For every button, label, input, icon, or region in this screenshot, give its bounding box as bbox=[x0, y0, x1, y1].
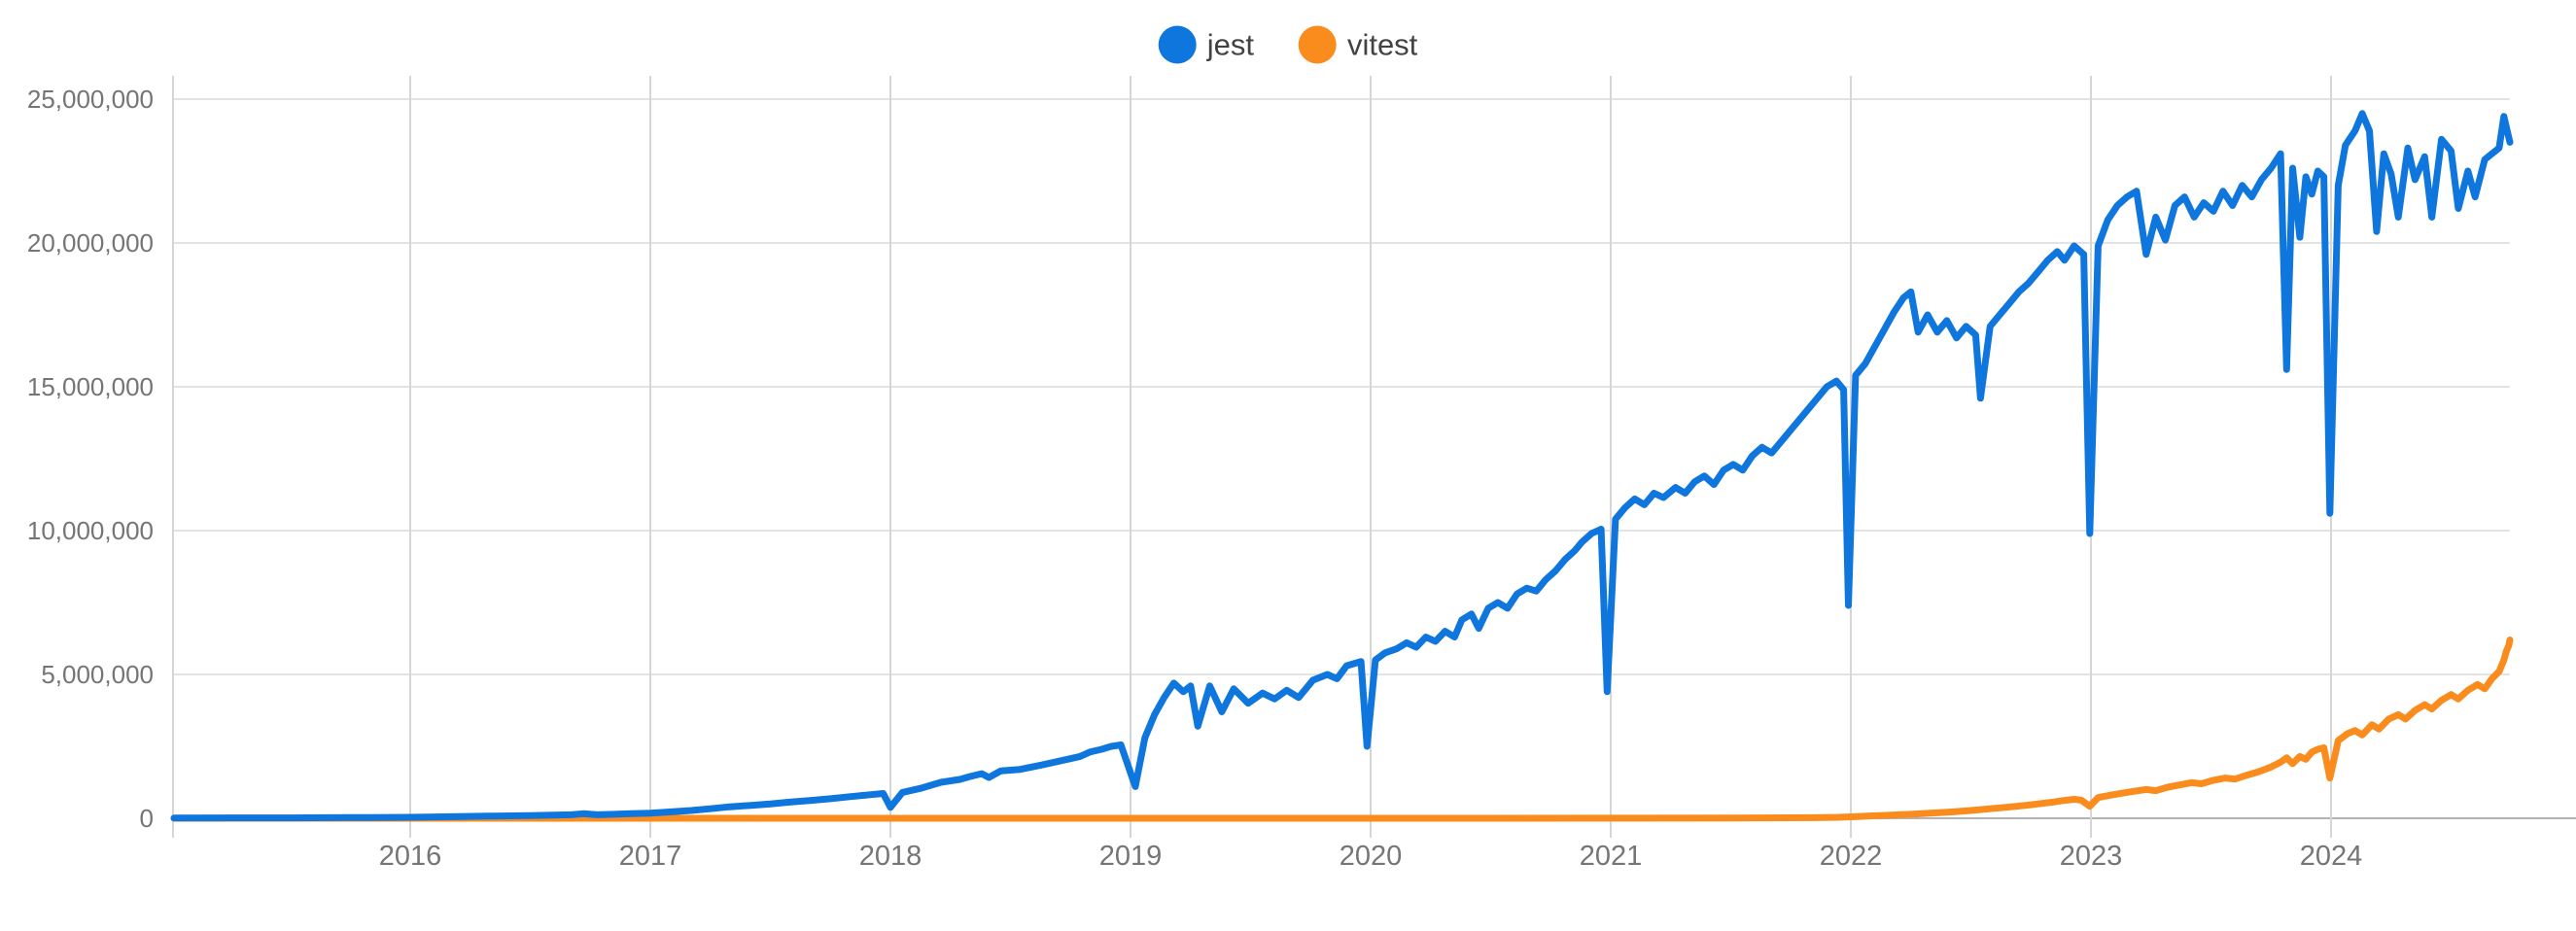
x-tick-label: 2017 bbox=[619, 841, 682, 872]
x-tick-label: 2023 bbox=[2060, 841, 2123, 872]
x-tick-label: 2024 bbox=[2300, 841, 2363, 872]
legend-item-jest[interactable]: jest bbox=[1158, 25, 1254, 64]
jest-line[interactable] bbox=[170, 110, 2514, 822]
x-tick-label: 2020 bbox=[1340, 841, 1403, 872]
jest-series-color-dot bbox=[1158, 25, 1197, 64]
y-tick-label: 5,000,000 bbox=[41, 660, 154, 689]
y-tick-label: 20,000,000 bbox=[27, 228, 154, 258]
y-tick-label: 15,000,000 bbox=[27, 372, 154, 401]
x-tick-label: 2019 bbox=[1099, 841, 1163, 872]
x-tick-label: 2021 bbox=[1580, 841, 1643, 872]
vitest-line[interactable] bbox=[170, 637, 2514, 822]
vitest-series-color-dot bbox=[1298, 25, 1337, 64]
x-tick-label: 2022 bbox=[1820, 841, 1883, 872]
chart-legend: jest vitest bbox=[1158, 25, 1418, 64]
x-tick-label: 2018 bbox=[859, 841, 922, 872]
x-tick-label: 2016 bbox=[379, 841, 442, 872]
legend-item-vitest[interactable]: vitest bbox=[1298, 25, 1418, 64]
legend-label-jest: jest bbox=[1206, 27, 1254, 62]
y-tick-label: 10,000,000 bbox=[27, 516, 154, 545]
y-tick-label: 0 bbox=[140, 804, 154, 833]
legend-label-vitest: vitest bbox=[1346, 27, 1418, 62]
y-tick-label: 25,000,000 bbox=[27, 85, 154, 114]
